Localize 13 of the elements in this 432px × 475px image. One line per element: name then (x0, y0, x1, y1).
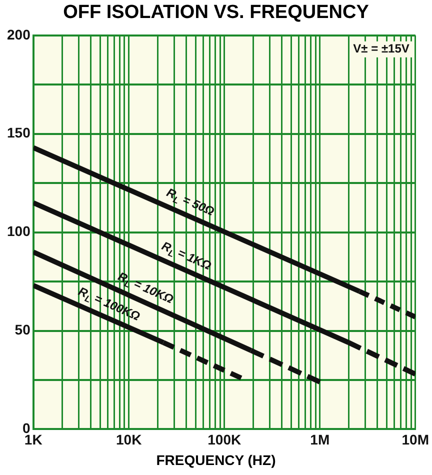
x-axis-title: FREQUENCY (HZ) (155, 452, 277, 468)
y-tick-label: 150 (7, 124, 31, 141)
text: RL = 50Ω (164, 185, 218, 219)
x-tick-label: 100K (208, 431, 242, 448)
y-tick-label: 200 (7, 26, 31, 42)
text: RL = 1KΩ (160, 238, 214, 274)
y-tick-label: 50 (14, 322, 31, 338)
chart-title: OFF ISOLATION VS. FREQUENCY (62, 2, 370, 24)
x-tick-label: 10K (116, 431, 142, 448)
x-tick-label: 10M (402, 431, 429, 448)
y-tick-label: 100 (7, 223, 31, 240)
annotation: V± = ±15V (353, 42, 410, 56)
x-tick-label: 1M (310, 431, 330, 448)
